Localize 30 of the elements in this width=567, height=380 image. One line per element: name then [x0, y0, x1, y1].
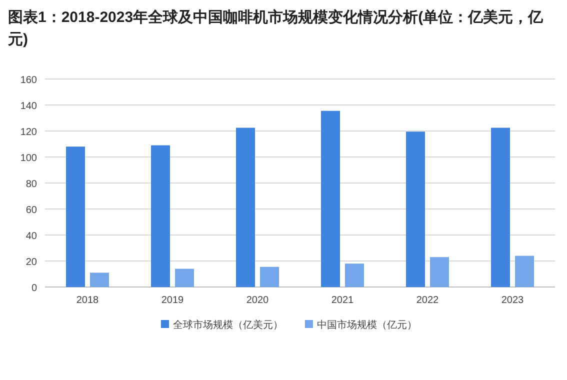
y-tick-label: 20	[26, 257, 38, 268]
bar	[175, 268, 194, 287]
y-tick-label: 160	[20, 75, 38, 86]
y-tick-label: 120	[20, 127, 38, 138]
y-tick-label: 40	[26, 231, 38, 242]
bar	[321, 110, 340, 287]
y-tick-label: 0	[31, 283, 38, 294]
bar	[236, 128, 255, 287]
x-tick-label: 2019	[161, 295, 184, 306]
y-tick-label: 140	[20, 101, 38, 112]
bar	[90, 272, 109, 287]
y-tick-label: 100	[20, 153, 38, 164]
bar	[345, 264, 364, 287]
chart-title: 图表1：2018-2023年全球及中国咖啡机市场规模变化情况分析(单位：亿美元，亿元)	[7, 8, 544, 48]
bar	[430, 257, 449, 287]
legend-label: 全球市场规模（亿美元）	[173, 319, 283, 331]
x-tick-label: 2021	[331, 295, 354, 306]
y-tick-label: 80	[26, 179, 38, 190]
y-tick-label: 60	[26, 205, 38, 216]
legend-label: 中国市场规模（亿元）	[317, 319, 417, 331]
bar	[260, 266, 279, 287]
bar	[151, 145, 170, 287]
x-tick-label: 2022	[416, 295, 440, 306]
x-tick-label: 2020	[246, 295, 270, 306]
x-tick-label: 2023	[501, 295, 524, 306]
bar	[406, 132, 425, 287]
bar	[66, 146, 85, 287]
x-tick-label: 2018	[76, 295, 100, 306]
bar	[515, 256, 534, 287]
bar	[491, 128, 510, 287]
